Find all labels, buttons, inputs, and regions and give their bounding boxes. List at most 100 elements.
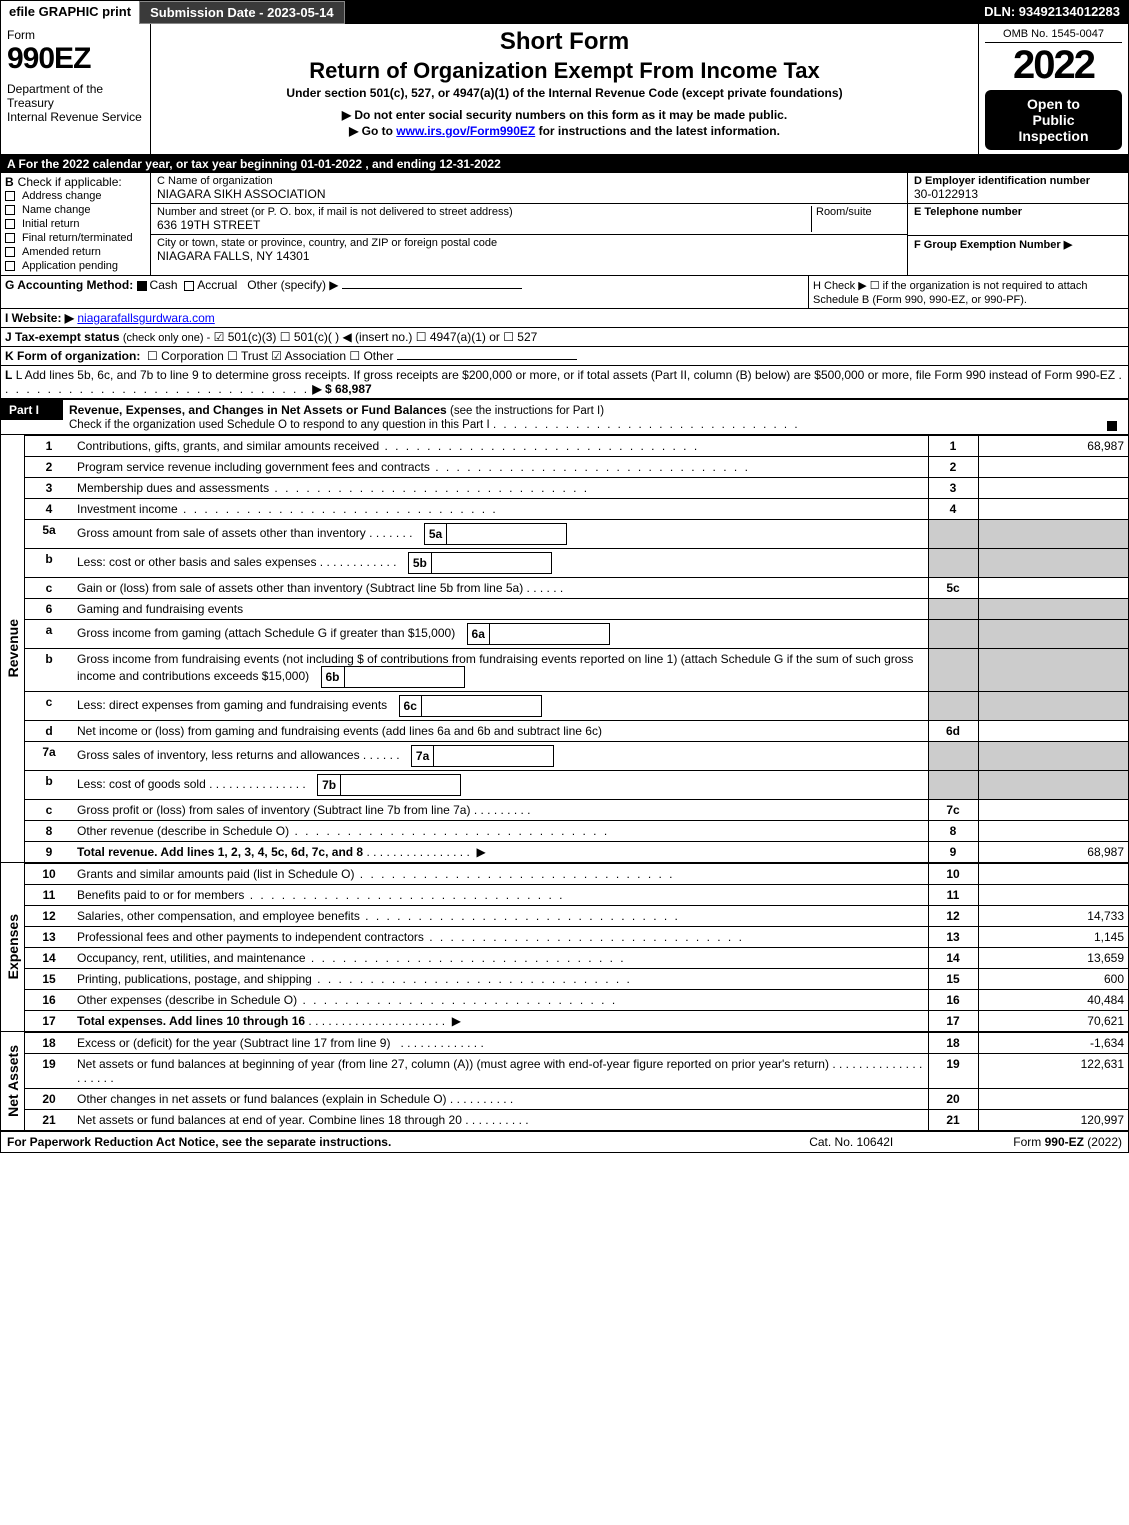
subtitle-3: ▶ Go to www.irs.gov/Form990EZ for instru… bbox=[159, 124, 970, 138]
g-other-input[interactable] bbox=[342, 288, 522, 289]
section-a-bar: A For the 2022 calendar year, or tax yea… bbox=[1, 155, 1128, 173]
submission-date: Submission Date - 2023-05-14 bbox=[139, 1, 345, 24]
checkbox-icon bbox=[184, 281, 194, 291]
line-j-row: J Tax-exempt status (check only one) - ☑… bbox=[1, 328, 1128, 347]
checkbox-icon bbox=[5, 191, 15, 201]
k-options: ☐ Corporation ☐ Trust ☑ Association ☐ Ot… bbox=[147, 349, 393, 363]
netassets-section: Net Assets 18Excess or (deficit) for the… bbox=[1, 1031, 1128, 1131]
f-group-label: F Group Exemption Number ▶ bbox=[914, 238, 1122, 251]
sub-6c: 6c bbox=[399, 696, 421, 717]
checkbox-icon bbox=[5, 205, 15, 215]
sub3-post: for instructions and the latest informat… bbox=[535, 124, 780, 138]
line-10: 10Grants and similar amounts paid (list … bbox=[25, 864, 1128, 885]
netassets-vlabel-col: Net Assets bbox=[1, 1032, 25, 1130]
l-text: L Add lines 5b, 6c, and 7b to line 9 to … bbox=[16, 368, 1115, 382]
amt-13: 1,145 bbox=[978, 927, 1128, 948]
line-k-row: K Form of organization: ☐ Corporation ☐ … bbox=[1, 347, 1128, 366]
box-c: C Name of organization NIAGARA SIKH ASSO… bbox=[151, 173, 908, 275]
room-suite-label: Room/suite bbox=[811, 206, 901, 232]
line-7b: bLess: cost of goods sold . . . . . . . … bbox=[25, 771, 1128, 800]
line-7a: 7aGross sales of inventory, less returns… bbox=[25, 742, 1128, 771]
line-5c: cGain or (loss) from sale of assets othe… bbox=[25, 578, 1128, 599]
revenue-vlabel: Revenue bbox=[3, 615, 23, 681]
g-accrual: Accrual bbox=[197, 278, 237, 292]
chk-initial-return[interactable]: Initial return bbox=[5, 217, 146, 231]
form-word: Form bbox=[7, 28, 144, 42]
line-21: 21Net assets or fund balances at end of … bbox=[25, 1110, 1128, 1131]
line-16: 16Other expenses (describe in Schedule O… bbox=[25, 990, 1128, 1011]
part1-subtitle: (see the instructions for Part I) bbox=[450, 405, 604, 417]
box-def: D Employer identification number 30-0122… bbox=[908, 173, 1128, 275]
form-page: efile GRAPHIC print Submission Date - 20… bbox=[0, 0, 1129, 1153]
dept-treasury: Department of the Treasury bbox=[7, 82, 144, 110]
line-8: 8Other revenue (describe in Schedule O)8 bbox=[25, 821, 1128, 842]
j-label: J Tax-exempt status bbox=[5, 330, 120, 344]
j-options: ☑ 501(c)(3) ☐ 501(c)( ) ◀ (insert no.) ☐… bbox=[214, 330, 538, 344]
g-other: Other (specify) ▶ bbox=[247, 278, 338, 292]
checkbox-icon bbox=[1107, 421, 1117, 431]
amt-17: 70,621 bbox=[978, 1011, 1128, 1032]
subtitle-2: ▶ Do not enter social security numbers o… bbox=[159, 108, 970, 122]
c-name-label: C Name of organization bbox=[157, 175, 901, 187]
open-line2: Public bbox=[989, 112, 1118, 128]
part1-title-text: Revenue, Expenses, and Changes in Net As… bbox=[69, 403, 447, 417]
header-left: Form 990EZ Department of the Treasury In… bbox=[1, 24, 151, 154]
city-state-zip: NIAGARA FALLS, NY 14301 bbox=[157, 249, 901, 263]
g-label: G Accounting Method: bbox=[5, 278, 133, 292]
part1-checkbox[interactable] bbox=[1098, 400, 1128, 432]
short-form-label: Short Form bbox=[159, 28, 970, 56]
revenue-table: 1Contributions, gifts, grants, and simil… bbox=[25, 435, 1128, 862]
efile-label: efile GRAPHIC print bbox=[1, 1, 139, 24]
gh-row: G Accounting Method: Cash Accrual Other … bbox=[1, 276, 1128, 309]
i-label: I Website: ▶ bbox=[5, 311, 74, 325]
chk-address-change[interactable]: Address change bbox=[5, 189, 146, 203]
sub-6a: 6a bbox=[467, 624, 489, 645]
k-other-input[interactable] bbox=[397, 359, 577, 360]
b-check-if: Check if applicable: bbox=[18, 175, 122, 189]
ein-value: 30-0122913 bbox=[914, 187, 1122, 201]
irs-label: Internal Revenue Service bbox=[7, 110, 144, 124]
checkbox-icon bbox=[5, 219, 15, 229]
irs-link[interactable]: www.irs.gov/Form990EZ bbox=[396, 124, 535, 138]
line-18: 18Excess or (deficit) for the year (Subt… bbox=[25, 1033, 1128, 1054]
spacer bbox=[345, 1, 977, 24]
header-right: OMB No. 1545-0047 2022 Open to Public In… bbox=[978, 24, 1128, 154]
line-20: 20Other changes in net assets or fund ba… bbox=[25, 1089, 1128, 1110]
website-link[interactable]: niagarafallsgurdwara.com bbox=[77, 311, 214, 325]
chk-application-pending[interactable]: Application pending bbox=[5, 259, 146, 273]
expenses-section: Expenses 10Grants and similar amounts pa… bbox=[1, 862, 1128, 1031]
amt-16: 40,484 bbox=[978, 990, 1128, 1011]
part1-title: Revenue, Expenses, and Changes in Net As… bbox=[63, 400, 1098, 434]
line-2: 2Program service revenue including gover… bbox=[25, 457, 1128, 478]
line-6a: aGross income from gaming (attach Schedu… bbox=[25, 620, 1128, 649]
amt-9: 68,987 bbox=[978, 842, 1128, 863]
form-title: Return of Organization Exempt From Incom… bbox=[159, 58, 970, 84]
netassets-table: 18Excess or (deficit) for the year (Subt… bbox=[25, 1032, 1128, 1130]
h-text: H Check ▶ ☐ if the organization is not r… bbox=[813, 280, 1088, 306]
line-5a: 5aGross amount from sale of assets other… bbox=[25, 520, 1128, 549]
omb-number: OMB No. 1545-0047 bbox=[985, 28, 1122, 43]
chk-amended-return[interactable]: Amended return bbox=[5, 245, 146, 259]
dln-label: DLN: 93492134012283 bbox=[976, 1, 1128, 24]
chk-name-change[interactable]: Name change bbox=[5, 203, 146, 217]
amt-19: 122,631 bbox=[978, 1054, 1128, 1089]
line-12: 12Salaries, other compensation, and empl… bbox=[25, 906, 1128, 927]
line-5b: bLess: cost or other basis and sales exp… bbox=[25, 549, 1128, 578]
dots bbox=[493, 419, 800, 431]
checkbox-icon bbox=[5, 247, 15, 257]
line-3: 3Membership dues and assessments3 bbox=[25, 478, 1128, 499]
line-l-row: L L Add lines 5b, 6c, and 7b to line 9 t… bbox=[1, 366, 1128, 399]
e-phone-label: E Telephone number bbox=[914, 206, 1122, 218]
b-letter: B bbox=[5, 175, 14, 189]
page-footer: For Paperwork Reduction Act Notice, see … bbox=[1, 1131, 1128, 1152]
footer-right: Form 990-EZ (2022) bbox=[1013, 1135, 1122, 1149]
d-ein-label: D Employer identification number bbox=[914, 175, 1122, 187]
chk-final-return[interactable]: Final return/terminated bbox=[5, 231, 146, 245]
sub-5b: 5b bbox=[408, 553, 431, 574]
header-middle: Short Form Return of Organization Exempt… bbox=[151, 24, 978, 154]
expenses-vlabel: Expenses bbox=[3, 910, 23, 983]
checkbox-icon bbox=[137, 281, 147, 291]
part1-check-text: Check if the organization used Schedule … bbox=[69, 419, 490, 431]
line-14: 14Occupancy, rent, utilities, and mainte… bbox=[25, 948, 1128, 969]
checkbox-icon bbox=[5, 233, 15, 243]
